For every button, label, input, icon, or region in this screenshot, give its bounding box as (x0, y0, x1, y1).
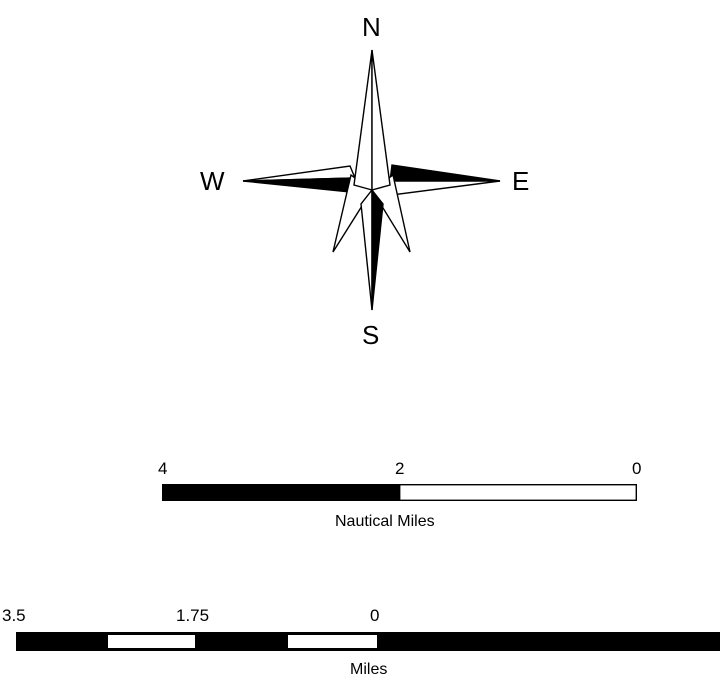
compass-east-label: E (512, 166, 530, 196)
miles-scale-segment-light-1 (108, 635, 195, 648)
compass-north-label: N (362, 12, 381, 42)
nautical-unit-label: Nautical Miles (335, 513, 435, 530)
compass-south-arm-dark (371, 187, 384, 311)
miles-scale-segment-light-2 (288, 635, 377, 648)
miles-tick-label-3.5: 3.5 (2, 606, 26, 625)
compass-west-arm-dark (242, 177, 357, 193)
compass-north-arm-left (353, 49, 373, 191)
compass-west-label: W (200, 166, 225, 196)
nautical-tick-label-4: 4 (158, 459, 168, 478)
compass-south-label: S (362, 320, 380, 350)
compass-east-arm-dark (389, 164, 501, 182)
compass-south-arm-light (360, 187, 373, 311)
nautical-scale-segment-dark (161, 483, 401, 502)
nautical-scale-segment-light (398, 483, 638, 502)
compass-north-arm-right (371, 49, 391, 191)
miles-unit-label: Miles (350, 661, 388, 678)
nautical-tick-label-2: 2 (395, 459, 405, 478)
miles-tick-label-0: 0 (370, 606, 380, 625)
miles-tick-label-1.75: 1.75 (176, 606, 210, 625)
nautical-scale-bar (161, 483, 638, 502)
compass-east-arm-light (389, 180, 501, 196)
miles-scale-bar (16, 632, 720, 651)
compass-rose-icon (242, 49, 501, 311)
north-arrow (242, 49, 501, 311)
nautical-tick-label-0: 0 (632, 459, 642, 478)
